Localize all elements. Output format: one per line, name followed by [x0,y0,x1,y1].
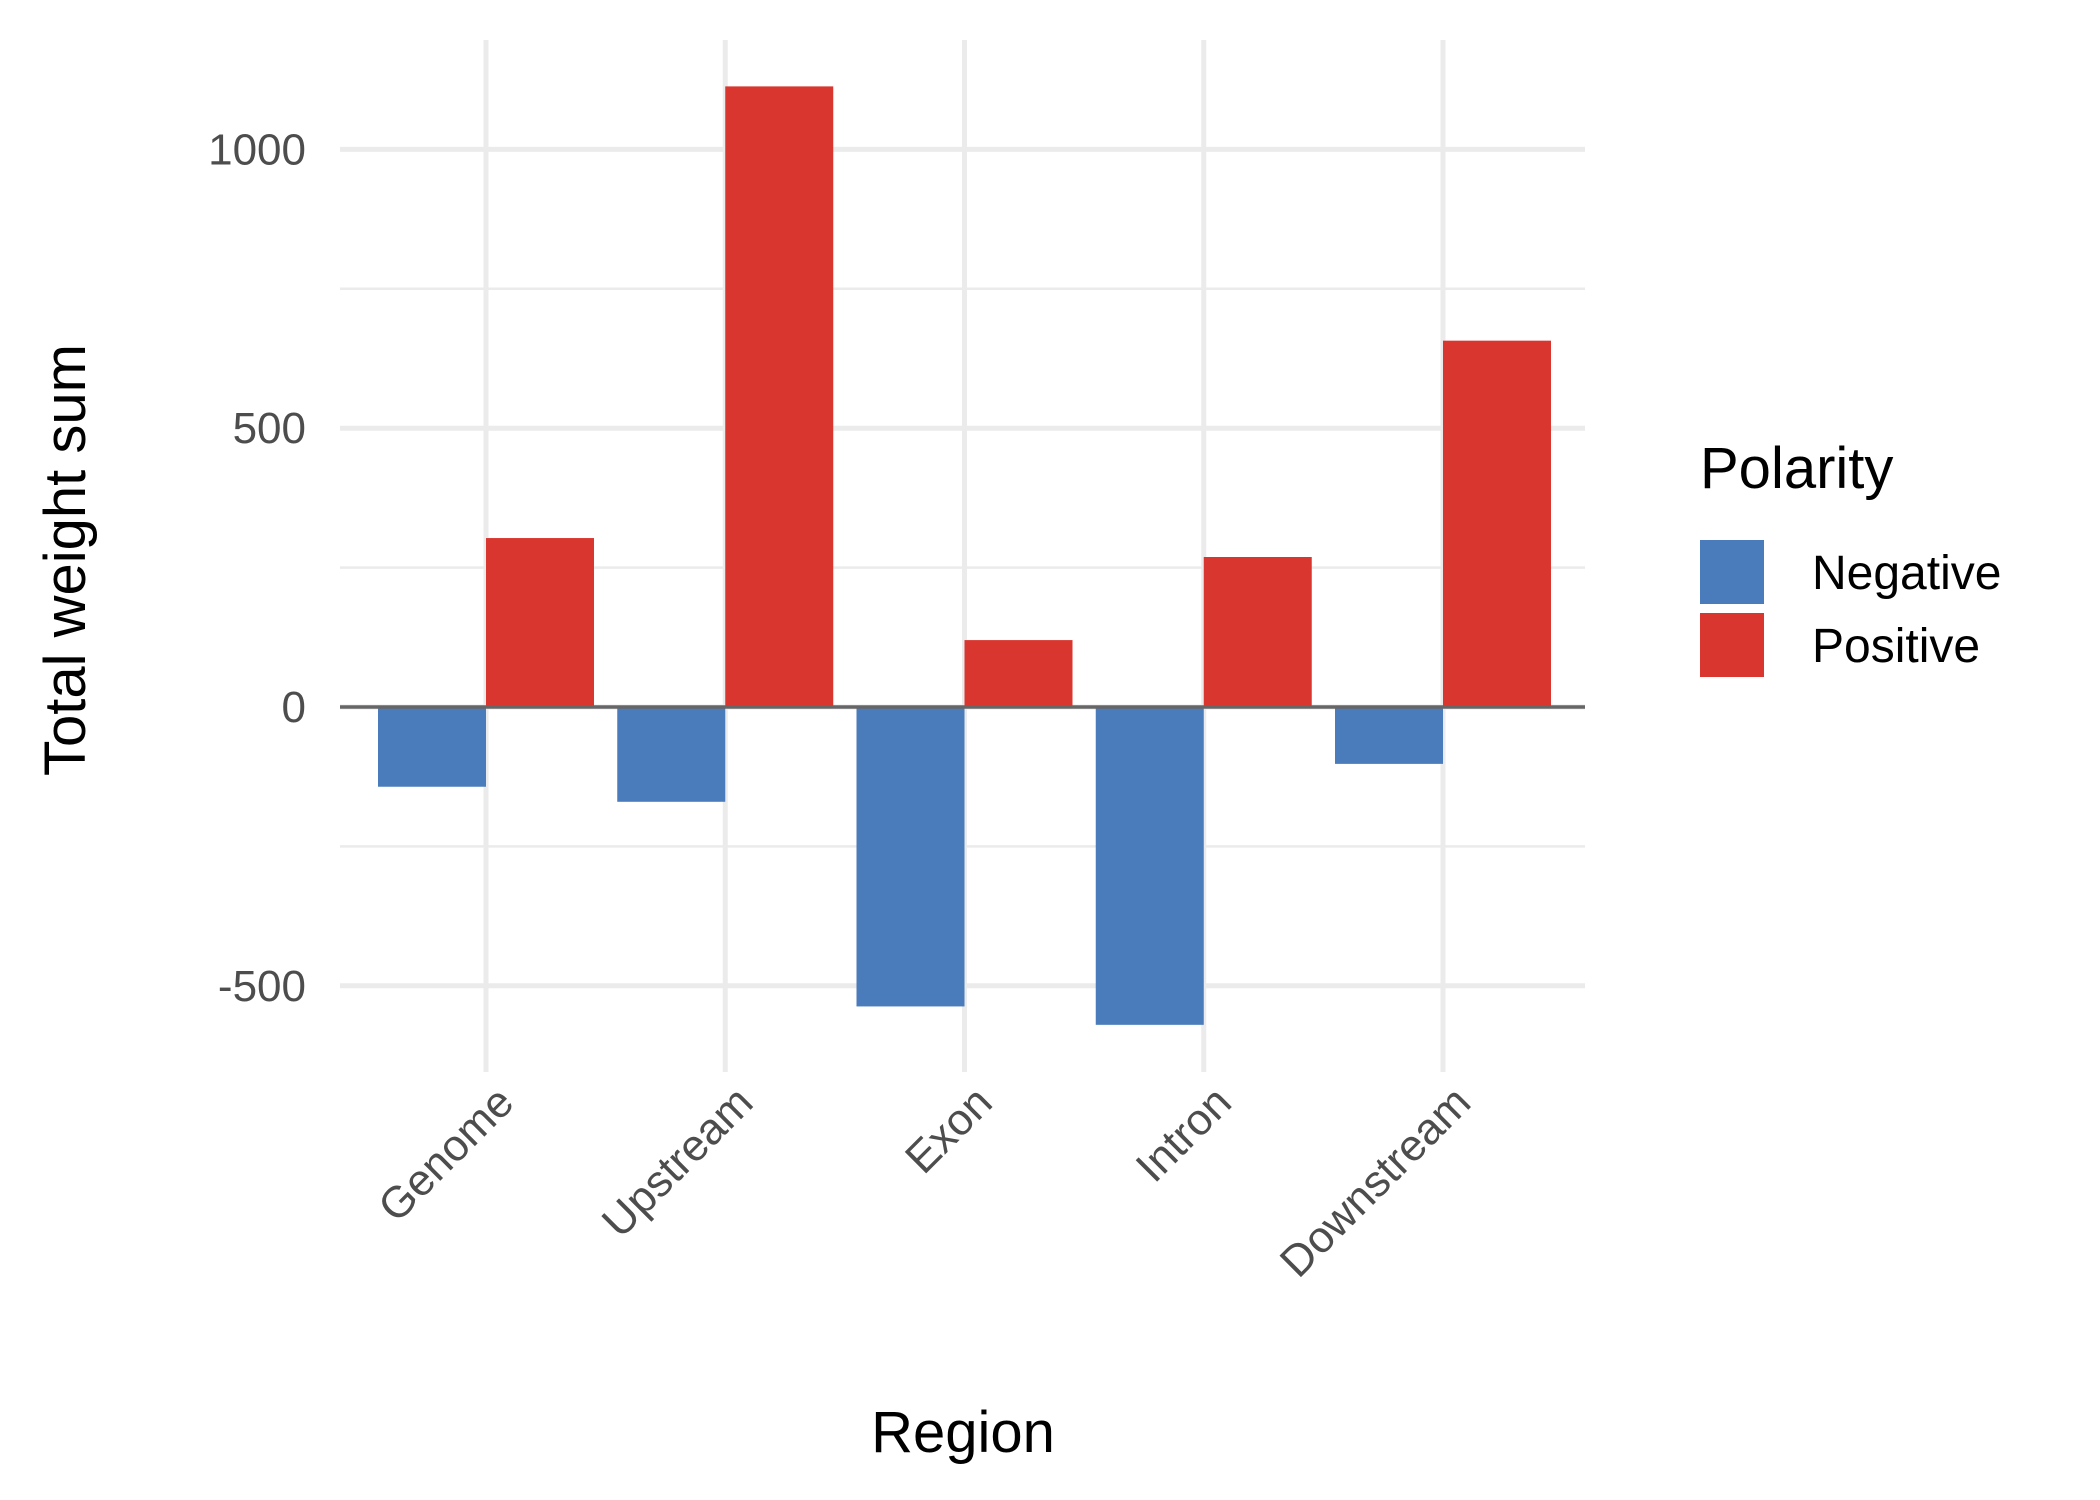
bar-positive-intron [1203,557,1312,707]
x-tick-label: Intron [1127,1077,1241,1191]
y-axis-ticks: -500 0 500 1000 [208,125,306,1010]
legend-swatch-negative [1700,540,1764,604]
y-axis-title: Total weight sum [33,344,98,776]
x-axis-ticks: Genome Upstream Exon Intron Downstream [369,1077,1480,1286]
y-tick-label: 0 [282,683,306,732]
bar-negative-intron [1095,707,1204,1025]
bar-negative-downstream [1335,707,1443,764]
x-tick-label: Genome [369,1077,523,1231]
bar-positive-genome [486,538,594,707]
x-tick-label: Exon [896,1077,1002,1183]
bar-positive-downstream [1443,340,1551,707]
bar-negative-exon [856,707,965,1007]
bar-positive-upstream [725,86,834,708]
x-axis-title: Region [871,1400,1055,1465]
x-tick-label: Downstream [1271,1077,1480,1286]
x-tick-label: Upstream [593,1077,763,1247]
legend-label-positive: Positive [1812,620,1980,673]
legend: Polarity Negative Positive [1700,436,2001,677]
legend-swatch-positive [1700,613,1764,677]
bars [378,86,1551,1025]
bar-positive-exon [964,640,1073,707]
y-tick-label: -500 [218,962,306,1011]
bar-negative-genome [378,707,486,787]
bar-negative-upstream [617,707,726,802]
legend-label-negative: Negative [1812,547,2001,600]
y-tick-label: 1000 [208,125,306,174]
y-tick-label: 500 [233,404,306,453]
legend-title: Polarity [1700,436,1893,501]
